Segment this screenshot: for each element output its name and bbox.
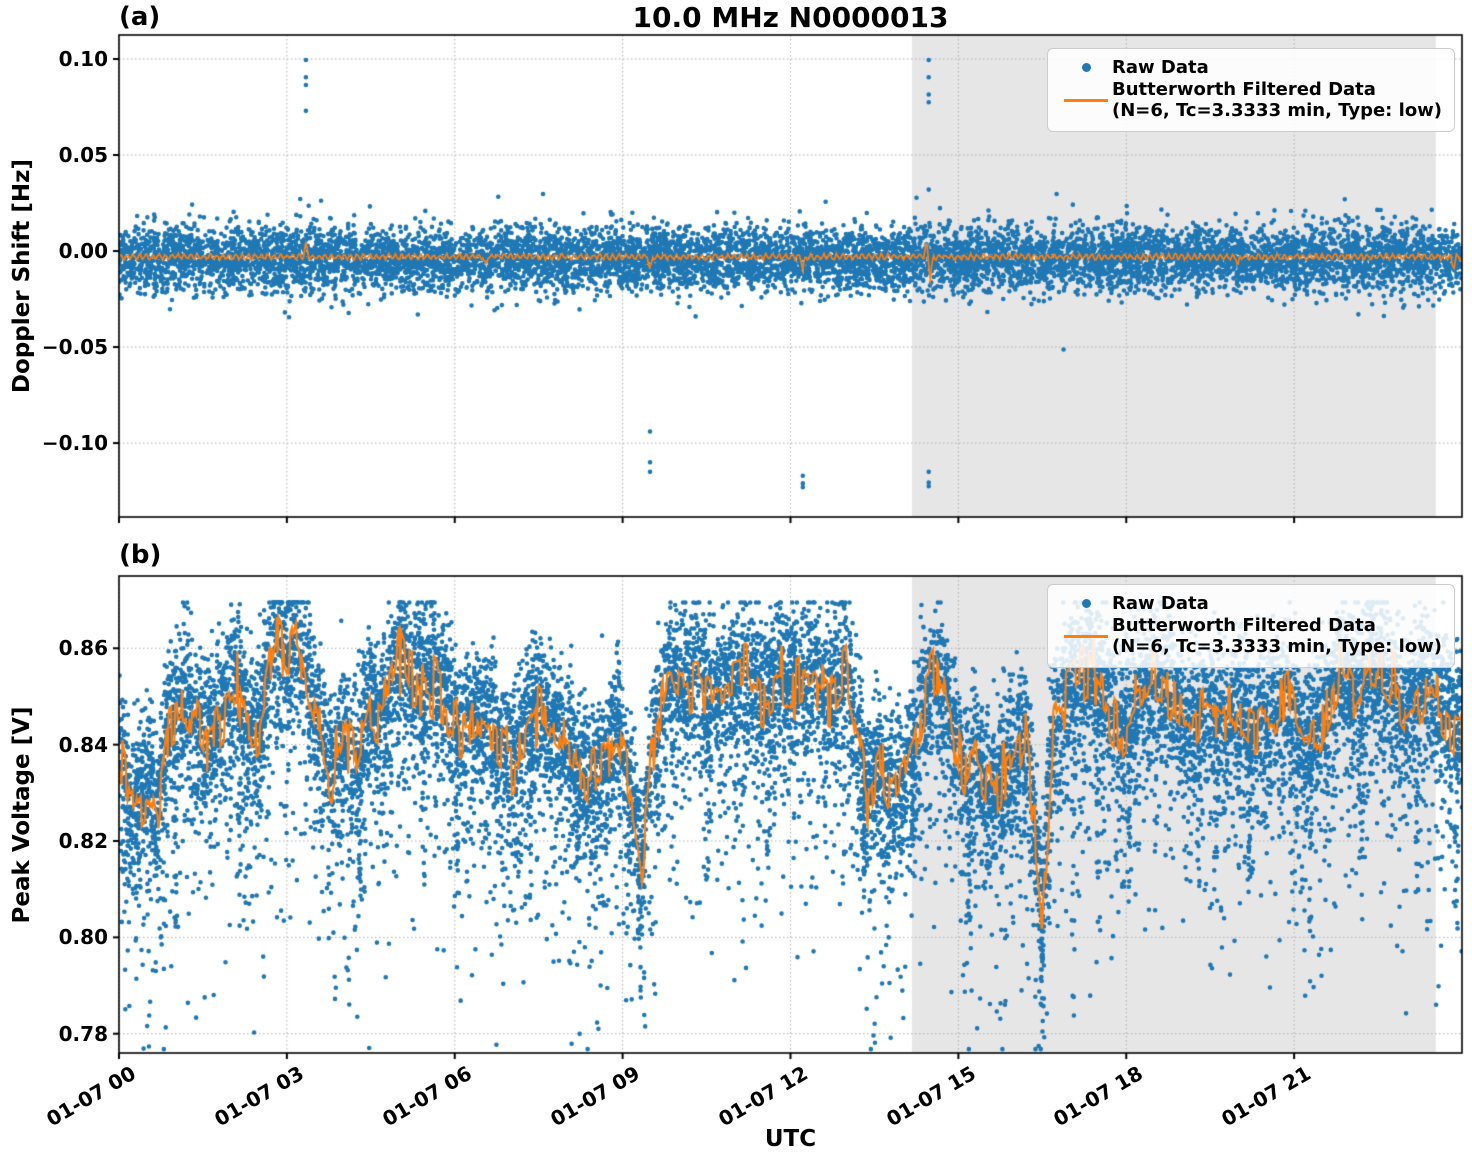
x-axis-label: UTC <box>764 1126 817 1152</box>
legend-row-filtered: Butterworth Filtered Data (N=6, Tc=3.333… <box>1060 79 1446 121</box>
legend-row-raw: Raw Data <box>1060 57 1446 78</box>
filtered-line-marker-icon <box>1060 634 1112 638</box>
legend-filtered-label: Butterworth Filtered Data (N=6, Tc=3.333… <box>1112 79 1442 121</box>
raw-data-marker-icon <box>1060 599 1112 609</box>
y-tick-label: 0.05 <box>58 143 108 168</box>
legend-filtered-line1: Butterworth Filtered Data <box>1112 79 1376 101</box>
y-tick-label: 0.82 <box>58 829 108 853</box>
y-tick-label: 0.80 <box>58 925 108 950</box>
y-tick-label: 0.10 <box>58 47 108 71</box>
legend-panel-b: Raw Data Butterworth Filtered Data (N=6,… <box>1047 584 1455 668</box>
filtered-line-marker-icon <box>1060 98 1112 102</box>
y-tick-label: 0.78 <box>58 1021 108 1046</box>
legend-panel-a: Raw Data Butterworth Filtered Data (N=6,… <box>1047 48 1455 132</box>
y-tick-label: 0.00 <box>58 239 108 264</box>
y-tick-label: −0.05 <box>41 335 108 360</box>
legend-filtered-line1: Butterworth Filtered Data <box>1112 615 1376 637</box>
panel-b-label: (b) <box>119 540 162 570</box>
raw-data-marker-icon <box>1060 63 1112 73</box>
y-tick-label: −0.10 <box>41 431 108 456</box>
figure-title: 10.0 MHz N0000013 <box>632 1 949 34</box>
y-axis-label-doppler: Doppler Shift [Hz] <box>9 158 35 394</box>
y-axis-label-voltage: Peak Voltage [V] <box>9 706 35 924</box>
legend-row-raw: Raw Data <box>1060 593 1446 614</box>
legend-row-filtered: Butterworth Filtered Data (N=6, Tc=3.333… <box>1060 615 1446 657</box>
legend-filtered-line2: (N=6, Tc=3.3333 min, Type: low) <box>1112 636 1443 658</box>
legend-raw-label: Raw Data <box>1112 57 1209 78</box>
y-tick-label: 0.86 <box>58 636 108 661</box>
panel-a-label: (a) <box>119 2 161 32</box>
legend-raw-label: Raw Data <box>1112 593 1209 614</box>
legend-filtered-line2: (N=6, Tc=3.3333 min, Type: low) <box>1112 100 1443 122</box>
legend-filtered-label: Butterworth Filtered Data (N=6, Tc=3.333… <box>1112 615 1442 657</box>
y-tick-label: 0.84 <box>58 732 108 757</box>
